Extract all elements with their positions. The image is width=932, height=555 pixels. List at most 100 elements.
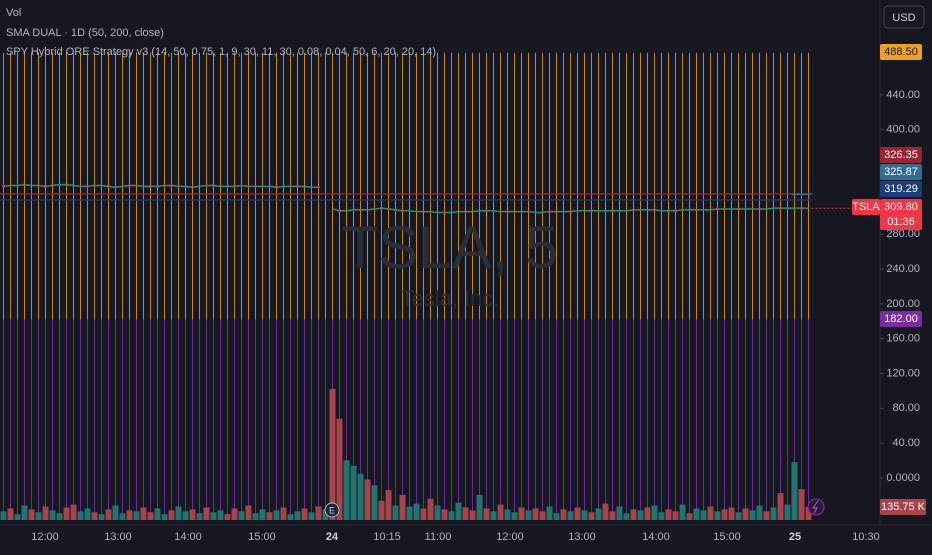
volume-bar: [546, 506, 553, 520]
price-dot: [695, 208, 698, 212]
price-dot: [758, 207, 761, 211]
volume-bar: [777, 493, 784, 520]
price-dot: [233, 185, 236, 188]
volume-bar: [196, 513, 203, 520]
price-dot: [275, 185, 278, 189]
volume-bar: [140, 507, 147, 520]
price-dot: [128, 184, 131, 187]
y-tick-label: 40.00: [892, 437, 920, 449]
volume-bar: [770, 507, 777, 520]
volume-bar: [126, 510, 133, 520]
volume-bar: [385, 490, 392, 520]
level-label-box: [880, 147, 922, 163]
price-dot: [191, 185, 194, 189]
volume-bar: [210, 512, 217, 520]
price-dot: [716, 207, 719, 211]
volume-bar: [399, 494, 406, 520]
volume-bar: [602, 503, 609, 520]
x-tick-label: 14:00: [642, 531, 670, 543]
volume-bar: [448, 511, 455, 520]
volume-bar: [14, 514, 21, 520]
volume-bar: [371, 485, 378, 520]
x-tick-label: 12:00: [496, 531, 524, 543]
volume-bar: [805, 506, 812, 520]
volume-bar: [700, 510, 707, 520]
legend-vol: Vol: [6, 7, 21, 19]
volume-bar: [112, 505, 119, 520]
volume-bar: [616, 506, 623, 520]
price-dot: [254, 185, 257, 188]
price-dot: [422, 210, 425, 213]
currency-button[interactable]: [883, 5, 925, 29]
volume-bar: [154, 508, 161, 520]
volume-bar: [721, 509, 728, 520]
level-label-box: [880, 44, 922, 60]
y-tick-label: 200.00: [886, 298, 920, 310]
volume-bar: [518, 507, 525, 520]
x-tick-label: 15:00: [713, 531, 741, 543]
price-dot: [23, 183, 26, 186]
level-label: 326.35: [884, 149, 918, 161]
indicator-purple: [0, 319, 812, 519]
level-label: 325.87: [884, 166, 918, 178]
volume-bar: [336, 418, 343, 520]
level-label: 488.50: [884, 46, 918, 58]
price-dot: [338, 209, 341, 212]
volume-bar: [651, 505, 658, 520]
volume-bar: [595, 508, 602, 520]
y-tick-label: 120.00: [886, 367, 920, 379]
volume-bar: [63, 507, 70, 520]
volume-bar: [791, 462, 798, 520]
price-dot: [317, 185, 320, 189]
x-tick-label: 13:00: [568, 531, 596, 543]
price-dot: [548, 210, 551, 213]
price-dot: [506, 210, 509, 213]
volume-bar: [686, 513, 693, 520]
volume-label: 135.75 K: [881, 501, 926, 513]
volume-bar: [161, 514, 168, 520]
volume-bar: [679, 504, 686, 520]
volume-bar: [28, 509, 35, 520]
symbol-tag-box: [852, 199, 880, 215]
volume-bar: [553, 513, 560, 520]
level-label-box: [880, 311, 922, 327]
price-dot: [2, 185, 5, 188]
volume-bar: [658, 512, 665, 520]
volume-bar: [42, 506, 49, 520]
x-tick-label: 13:00: [104, 531, 132, 543]
volume-bar: [497, 504, 504, 520]
watermark-name: Tesla, Inc.: [400, 286, 499, 311]
volume-bar: [693, 508, 700, 520]
volume-bar: [91, 512, 98, 520]
volume-bar: [455, 502, 462, 520]
volume-bar: [224, 514, 231, 520]
volume-bar: [798, 489, 805, 520]
legend-strategy: SPY Hybrid ORE Strategy v3 (14, 50, 0.75…: [6, 46, 436, 58]
volume-bar: [490, 511, 497, 520]
legend-sma: SMA DUAL · 1D (50, 200, close): [6, 27, 164, 39]
volume-bar: [574, 507, 581, 520]
currency[interactable]: USD: [892, 12, 915, 24]
volume-bar: [728, 507, 735, 520]
volume-bar: [119, 513, 126, 520]
x-tick-label: 14:00: [174, 531, 202, 543]
y-tick-label: 400.00: [886, 124, 920, 136]
level-label-box: [880, 181, 922, 197]
price-dot: [86, 185, 89, 188]
price-dot: [779, 206, 782, 210]
volume-bar: [413, 503, 420, 520]
price-dot: [44, 185, 47, 188]
volume-bar: [21, 505, 28, 520]
price-dot: [296, 185, 299, 188]
price-dot: [674, 209, 677, 212]
volume-bar: [98, 514, 105, 520]
volume-bar: [350, 466, 357, 520]
volume-bar: [231, 508, 238, 520]
volume-bar: [763, 511, 770, 520]
symbol-tag: TSLA: [852, 201, 880, 213]
last-price-box: [880, 199, 922, 230]
price-dot: [632, 208, 635, 212]
level-label: 319.29: [884, 183, 918, 195]
x-tick-label: 25: [789, 531, 801, 543]
price-dot: [737, 207, 740, 211]
